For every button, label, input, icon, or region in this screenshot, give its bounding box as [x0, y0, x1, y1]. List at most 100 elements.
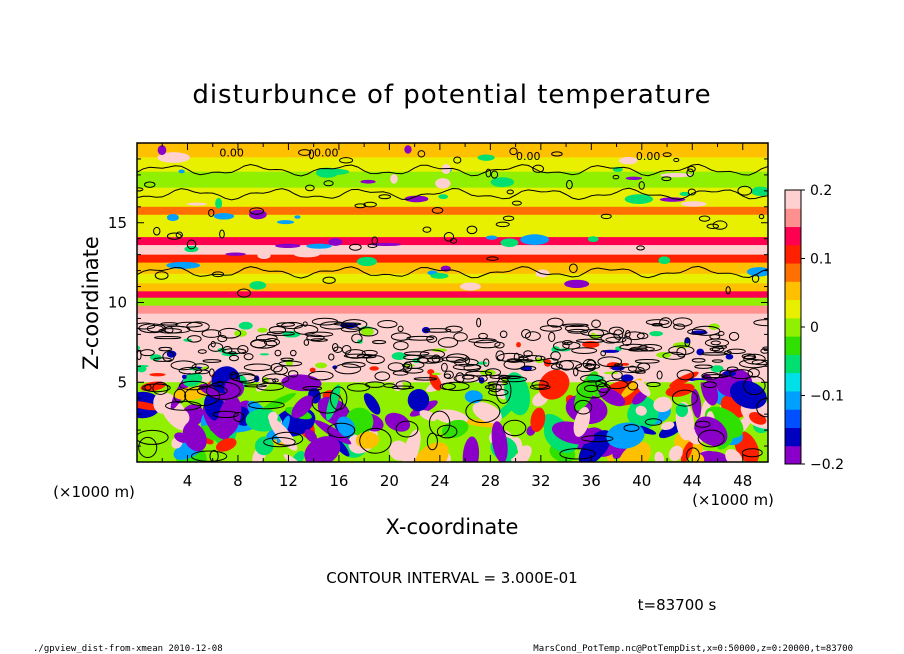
contour-line [243, 353, 254, 361]
field-blob [316, 168, 350, 176]
contour-line [546, 317, 564, 328]
field-blob [668, 445, 683, 462]
field-blob [694, 416, 728, 447]
contour-line [175, 231, 183, 239]
contour-line [476, 317, 482, 328]
contour-line [502, 419, 527, 437]
contour-line [671, 389, 698, 407]
field-blob [490, 177, 515, 188]
contour-line [243, 363, 273, 372]
contour-line [426, 335, 438, 343]
contour-line [216, 380, 224, 387]
chart-title: disturbunce of potential temperature [192, 80, 711, 110]
field-blob [430, 273, 449, 279]
contour-line [202, 359, 222, 363]
contour-line [378, 194, 392, 200]
contour-line [465, 399, 501, 424]
contour-line [638, 181, 645, 190]
contour-line [698, 215, 711, 222]
contour-line [186, 239, 197, 250]
field-blob [293, 251, 320, 258]
contour-line [575, 338, 605, 343]
y-axis: 5 10 15 [108, 158, 768, 447]
contour-line [341, 361, 366, 368]
contour-line [600, 213, 612, 220]
contour-line [217, 334, 228, 343]
contour-line [221, 348, 247, 355]
field-blob [217, 347, 227, 353]
field-blob [217, 395, 242, 438]
contour-line [623, 424, 640, 432]
y-tick-label: 5 [117, 373, 127, 391]
plot-area: 0.00 0.00 0.00 0.00 [136, 142, 769, 463]
contour-line [138, 436, 158, 458]
contour-line [455, 372, 465, 384]
field-blob [391, 352, 407, 361]
field-blob [213, 213, 235, 220]
colorbar-cell [785, 190, 801, 209]
contour-line [571, 347, 598, 354]
field-blob [181, 374, 187, 380]
contour-line [344, 349, 366, 359]
field-blob [291, 450, 305, 462]
field-band [137, 283, 768, 292]
field-blob [170, 407, 190, 426]
contour-line [568, 263, 578, 274]
field-blob [404, 145, 412, 154]
contour-line [453, 332, 468, 342]
contour-line [694, 364, 713, 369]
field-blob [611, 365, 625, 371]
field-blob [363, 393, 381, 415]
contour-line [468, 337, 497, 344]
x-axis: 4 8 12 16 20 24 28 32 36 40 44 48 [161, 143, 752, 490]
field-blob [314, 420, 352, 445]
contour-line [328, 353, 335, 361]
contour-line [495, 221, 510, 228]
contour-line [506, 358, 522, 363]
contour-line [186, 321, 210, 332]
contour-line [465, 370, 493, 377]
contour-line [402, 363, 411, 368]
contour-line [747, 368, 760, 378]
time-stamp: t=83700 s [638, 596, 717, 614]
contour-line [268, 325, 287, 335]
field-blob [504, 372, 531, 416]
field-blob [603, 371, 619, 375]
contour-line [567, 328, 589, 334]
contour-line [673, 323, 686, 330]
field-blob [618, 441, 651, 462]
field-blob [369, 366, 379, 371]
colorbar-cell [785, 208, 801, 228]
contour-line [564, 324, 590, 333]
field-blob [653, 396, 673, 413]
contour-line [443, 232, 455, 242]
contour-label: 0.00 [314, 147, 339, 160]
contour-line [613, 329, 624, 340]
field-blob [326, 384, 341, 421]
contour-line [488, 383, 502, 393]
colorbar-cell [785, 427, 801, 447]
contour-line [523, 350, 533, 358]
contour-line [659, 317, 673, 329]
x-tick-label: 24 [430, 472, 449, 490]
field-blob [306, 243, 332, 249]
contour-line [576, 380, 609, 399]
colorbar-tick-label: −0.2 [810, 457, 844, 473]
contour-line [486, 256, 499, 261]
field-blob [438, 194, 449, 200]
contour-line [153, 357, 172, 362]
contour-line [758, 214, 765, 220]
contour-line [694, 420, 711, 428]
field-blob [309, 367, 316, 373]
field-blob [149, 354, 162, 361]
colorbar-cell [785, 263, 801, 282]
contour-line [706, 223, 720, 229]
field-blob [404, 195, 429, 203]
contour-line [580, 374, 604, 383]
contour-line [753, 319, 768, 327]
field-blob [356, 256, 378, 267]
contour-line [154, 271, 169, 280]
x-tick-label: 4 [183, 472, 193, 490]
field-blob [215, 438, 237, 452]
